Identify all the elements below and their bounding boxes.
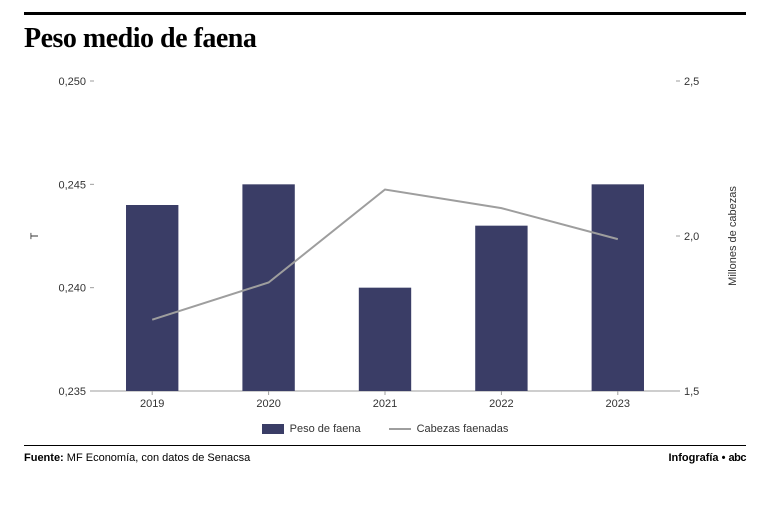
bottom-rule [24, 445, 746, 446]
legend-item-line: Cabezas faenadas [389, 423, 509, 435]
svg-text:1,5: 1,5 [684, 386, 699, 398]
svg-text:2022: 2022 [489, 398, 513, 410]
svg-text:2019: 2019 [140, 398, 164, 410]
svg-text:2023: 2023 [606, 398, 630, 410]
svg-text:0,250: 0,250 [58, 76, 86, 88]
top-rule [24, 12, 746, 15]
svg-text:0,240: 0,240 [58, 283, 86, 295]
svg-text:2021: 2021 [373, 398, 397, 410]
bar-swatch-icon [262, 424, 284, 434]
footer-right: Infografía • abc [668, 452, 746, 464]
svg-text:T: T [29, 232, 41, 239]
chart-container: Peso medio de faena 0,235 0,240 0,245 0,250… [0, 12, 770, 525]
svg-text:2,5: 2,5 [684, 76, 699, 88]
svg-text:2,0: 2,0 [684, 231, 699, 243]
legend-bar-label: Peso de faena [290, 423, 361, 435]
legend-line-label: Cabezas faenadas [417, 423, 509, 435]
chart-svg: 0,235 0,240 0,245 0,250 T 1,5 2,0 2,5 Millones d… [24, 61, 746, 421]
legend-item-bar: Peso de faena [262, 423, 361, 435]
svg-text:Millones de cabezas: Millones de cabezas [727, 186, 739, 286]
footer-source: Fuente: MF Economía, con datos de Senacs… [24, 452, 250, 464]
chart-title: Peso medio de faena [24, 23, 746, 55]
brand: abc [729, 452, 746, 464]
legend: Peso de faena Cabezas faenadas [24, 423, 746, 435]
svg-text:0,245: 0,245 [58, 179, 86, 191]
infographic-label: Infografía • [668, 452, 725, 464]
line-swatch-icon [389, 428, 411, 430]
svg-text:2020: 2020 [256, 398, 280, 410]
footer: Fuente: MF Economía, con datos de Senacs… [24, 452, 746, 464]
source-label: Fuente: [24, 452, 64, 464]
source-text: MF Economía, con datos de Senacsa [67, 452, 250, 464]
svg-text:0,235: 0,235 [58, 386, 86, 398]
chart-area: 0,235 0,240 0,245 0,250 T 1,5 2,0 2,5 Millones d… [24, 61, 746, 421]
